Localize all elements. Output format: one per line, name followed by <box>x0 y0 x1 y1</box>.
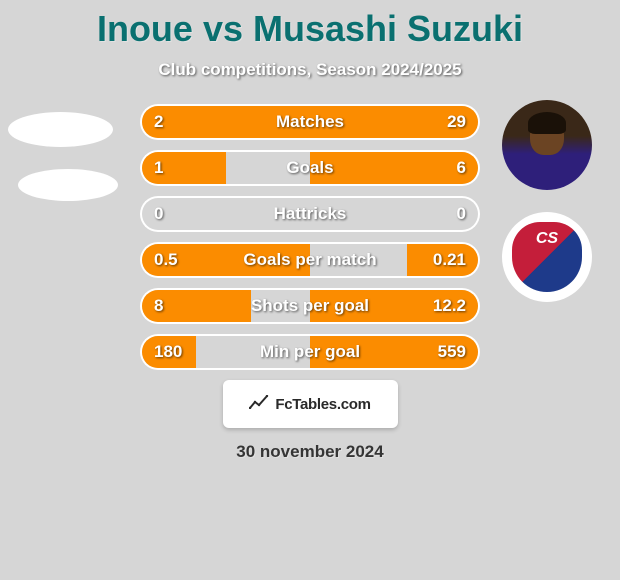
stat-row: 229Matches <box>140 104 480 140</box>
right-avatars <box>502 100 592 324</box>
footer-date: 30 november 2024 <box>0 442 620 462</box>
stat-value-left: 8 <box>154 296 163 316</box>
left-placeholder-shapes <box>8 112 118 223</box>
stat-bar-right: 12.2 <box>310 288 480 324</box>
stat-bar-right: 0 <box>310 196 480 232</box>
stat-value-right: 559 <box>438 342 466 362</box>
stat-bar-left: 0.5 <box>140 242 310 278</box>
comparison-content: 229Matches16Goals00Hattricks0.50.21Goals… <box>0 100 620 462</box>
page-title: Inoue vs Musashi Suzuki <box>0 0 620 50</box>
stat-value-left: 2 <box>154 112 163 132</box>
stat-value-left: 180 <box>154 342 182 362</box>
stat-value-right: 0.21 <box>433 250 466 270</box>
source-badge: FcTables.com <box>223 380 398 428</box>
source-badge-text: FcTables.com <box>275 396 370 413</box>
stat-bar-left: 1 <box>140 150 310 186</box>
stat-value-left: 0.5 <box>154 250 178 270</box>
stat-bar-right: 29 <box>310 104 480 140</box>
stat-value-left: 1 <box>154 158 163 178</box>
stat-row: 16Goals <box>140 150 480 186</box>
bar-fill <box>310 152 478 184</box>
placeholder-ellipse <box>18 169 118 201</box>
club-avatar <box>502 212 592 302</box>
stat-row: 0.50.21Goals per match <box>140 242 480 278</box>
stat-bar-right: 6 <box>310 150 480 186</box>
stats-bars: 229Matches16Goals00Hattricks0.50.21Goals… <box>140 100 480 370</box>
stat-row: 812.2Shots per goal <box>140 288 480 324</box>
stat-value-right: 6 <box>457 158 466 178</box>
stat-row: 00Hattricks <box>140 196 480 232</box>
stat-bar-left: 180 <box>140 334 310 370</box>
stat-value-left: 0 <box>154 204 163 224</box>
club-logo-icon <box>512 222 582 292</box>
chart-icon <box>249 395 269 414</box>
stat-row: 180559Min per goal <box>140 334 480 370</box>
stat-bar-left: 0 <box>140 196 310 232</box>
placeholder-ellipse <box>8 112 113 147</box>
stat-bar-left: 2 <box>140 104 310 140</box>
bar-fill <box>142 106 310 138</box>
stat-bar-right: 0.21 <box>310 242 480 278</box>
stat-value-right: 29 <box>447 112 466 132</box>
stat-bar-left: 8 <box>140 288 310 324</box>
player-avatar <box>502 100 592 190</box>
stat-bar-right: 559 <box>310 334 480 370</box>
stat-value-right: 0 <box>457 204 466 224</box>
subtitle: Club competitions, Season 2024/2025 <box>0 60 620 80</box>
stat-value-right: 12.2 <box>433 296 466 316</box>
